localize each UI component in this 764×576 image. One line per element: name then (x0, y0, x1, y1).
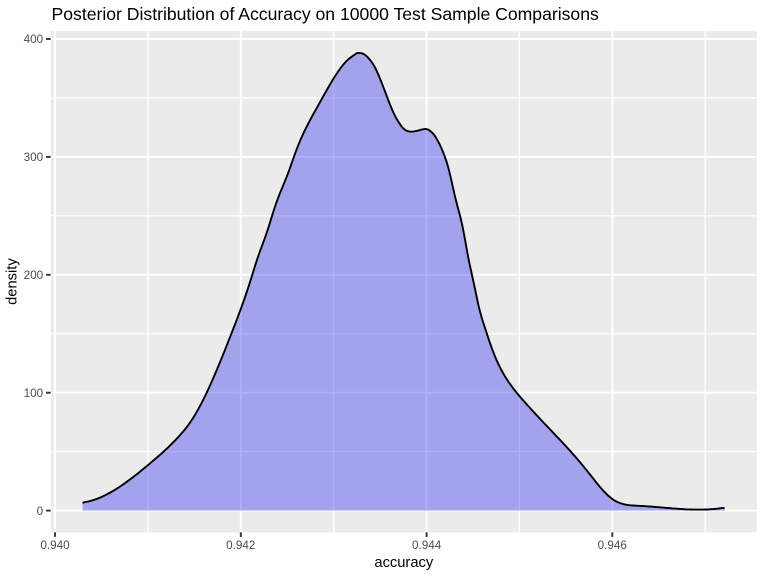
svg-text:0.946: 0.946 (598, 539, 627, 552)
svg-text:400: 400 (24, 33, 44, 46)
svg-text:0: 0 (37, 505, 44, 518)
svg-text:300: 300 (24, 151, 44, 164)
svg-text:0.940: 0.940 (40, 539, 70, 552)
svg-text:density: density (5, 258, 21, 305)
svg-text:Posterior Distribution of Accu: Posterior Distribution of Accuracy on 10… (52, 4, 600, 24)
svg-text:200: 200 (24, 269, 44, 282)
svg-text:0.942: 0.942 (226, 539, 255, 552)
svg-text:0.944: 0.944 (412, 539, 442, 552)
svg-text:100: 100 (24, 387, 44, 400)
svg-text:accuracy: accuracy (374, 555, 433, 571)
